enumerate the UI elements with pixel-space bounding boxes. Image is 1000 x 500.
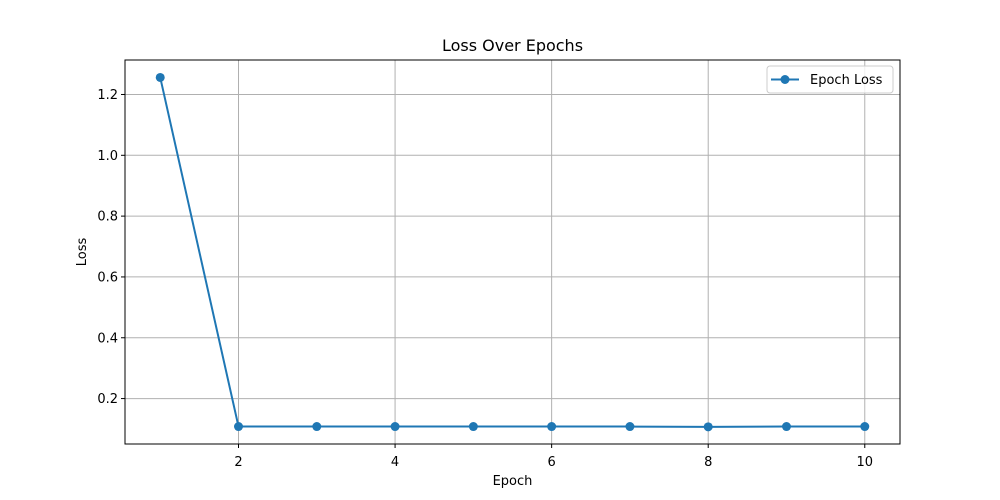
axis-ticks: 2 4 6 8 10 0.2 0.4 0.6 0.8 1.0 1.2 — [97, 88, 873, 470]
plot-frame — [124, 59, 901, 445]
grid-lines — [125, 60, 900, 444]
data-point — [390, 422, 400, 432]
legend-label: Epoch Loss — [810, 73, 883, 88]
y-axis-label: Loss — [75, 238, 90, 267]
y-tick-label: 0.4 — [97, 331, 118, 346]
x-tick-label: 4 — [391, 455, 399, 470]
data-point — [155, 72, 165, 82]
data-point — [312, 422, 322, 432]
legend-box — [766, 65, 894, 94]
x-tick-label: 2 — [234, 455, 242, 470]
y-tick-label: 0.2 — [97, 392, 118, 407]
y-tick-label: 0.8 — [97, 210, 118, 225]
data-point — [860, 422, 870, 432]
y-tick-label: 1.2 — [97, 88, 118, 103]
x-axis-label: Epoch — [493, 474, 533, 489]
x-tick-label: 6 — [548, 455, 556, 470]
chart-title: Loss Over Epochs — [442, 36, 583, 55]
data-point — [781, 422, 791, 432]
y-tick-label: 1.0 — [97, 149, 118, 164]
x-tick-label: 10 — [856, 455, 873, 470]
x-tick-label: 8 — [704, 455, 712, 470]
data-point — [234, 422, 244, 432]
series-line — [159, 76, 866, 428]
y-tick-label: 0.6 — [97, 270, 118, 285]
data-point — [625, 422, 635, 432]
legend-marker — [780, 75, 790, 84]
data-point — [468, 422, 478, 432]
data-point — [547, 422, 557, 432]
data-point — [703, 422, 713, 432]
series-layer — [155, 72, 870, 432]
legend: Epoch Loss — [766, 65, 894, 94]
